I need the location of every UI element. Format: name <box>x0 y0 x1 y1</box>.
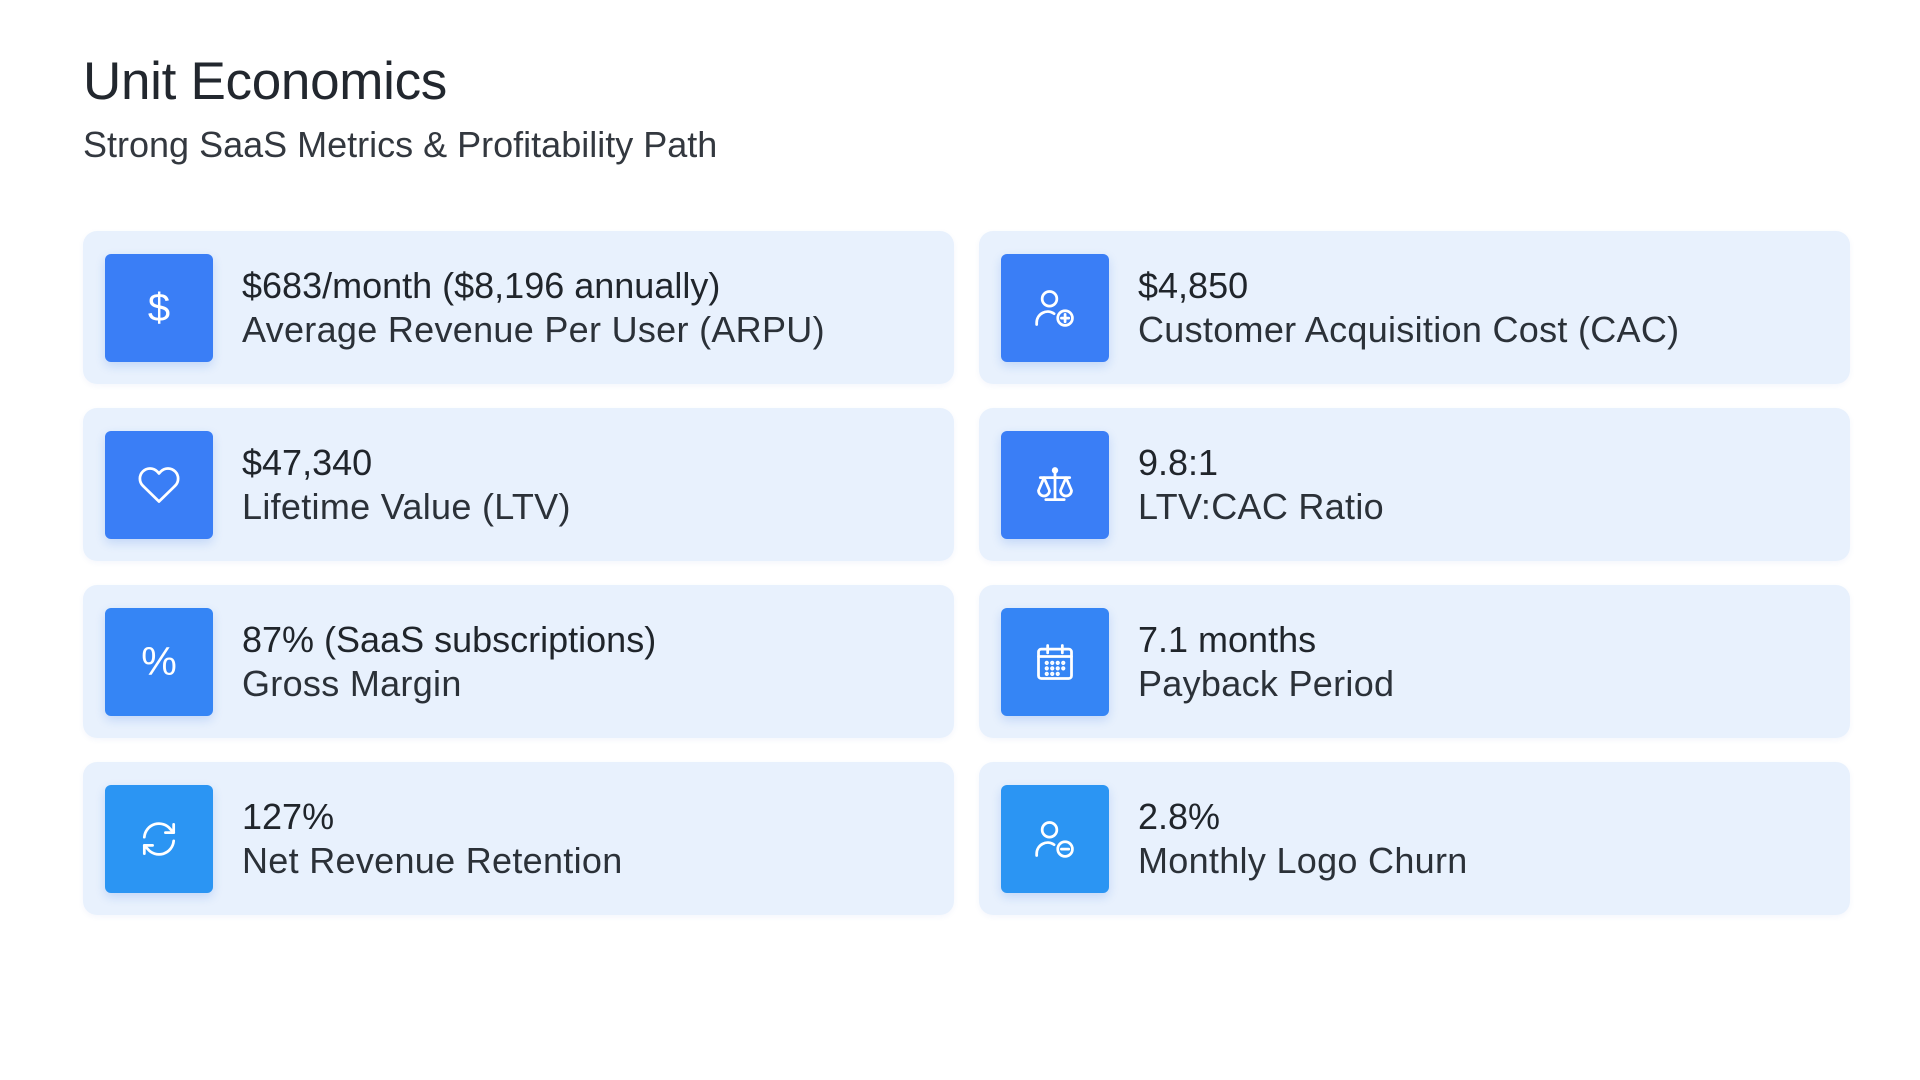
page-subtitle: Strong SaaS Metrics & Profitability Path <box>83 124 718 165</box>
metric-value: 7.1 months <box>1138 618 1317 660</box>
metric-card-arpu: $ $683/month ($8,196 annually) Average R… <box>83 231 954 384</box>
metric-card-nrr: 127% Net Revenue Retention <box>83 762 954 915</box>
metric-value: 2.8% <box>1138 795 1221 837</box>
metric-card-ltv: $47,340 Lifetime Value (LTV) <box>83 408 954 561</box>
refresh-icon <box>105 784 213 893</box>
user-minus-icon <box>1001 784 1109 893</box>
metric-value: $683/month ($8,196 annually) <box>242 264 721 306</box>
metric-card-ltv-cac: 9.8:1 LTV:CAC Ratio <box>979 408 1850 561</box>
metric-value: $47,340 <box>242 441 373 483</box>
metric-label: Customer Acquisition Cost (CAC) <box>1138 308 1680 350</box>
metric-label: LTV:CAC Ratio <box>1138 485 1384 527</box>
metric-label: Payback Period <box>1138 662 1395 704</box>
metric-card-cac: $4,850 Customer Acquisition Cost (CAC) <box>979 231 1850 384</box>
metric-label: Average Revenue Per User (ARPU) <box>242 308 825 350</box>
dollar-icon: $ <box>105 253 213 362</box>
metric-card-gross-margin: % 87% (SaaS subscriptions) Gross Margin <box>83 585 954 738</box>
metric-label: Monthly Logo Churn <box>1138 839 1468 881</box>
metrics-grid: $ $683/month ($8,196 annually) Average R… <box>83 231 1850 915</box>
metric-value: 9.8:1 <box>1138 441 1219 483</box>
calendar-icon <box>1001 607 1109 716</box>
scale-icon <box>1001 430 1109 539</box>
metric-card-payback: 7.1 months Payback Period <box>979 585 1850 738</box>
user-plus-icon <box>1001 253 1109 362</box>
metric-label: Net Revenue Retention <box>242 839 623 881</box>
metric-label: Gross Margin <box>242 662 462 704</box>
heart-icon <box>105 430 213 539</box>
metric-value: 87% (SaaS subscriptions) <box>242 618 657 660</box>
metric-value: 127% <box>242 795 335 837</box>
page-title: Unit Economics <box>83 52 447 111</box>
metric-card-churn: 2.8% Monthly Logo Churn <box>979 762 1850 915</box>
metric-label: Lifetime Value (LTV) <box>242 485 571 527</box>
percent-icon: % <box>105 607 213 716</box>
metric-value: $4,850 <box>1138 264 1249 306</box>
